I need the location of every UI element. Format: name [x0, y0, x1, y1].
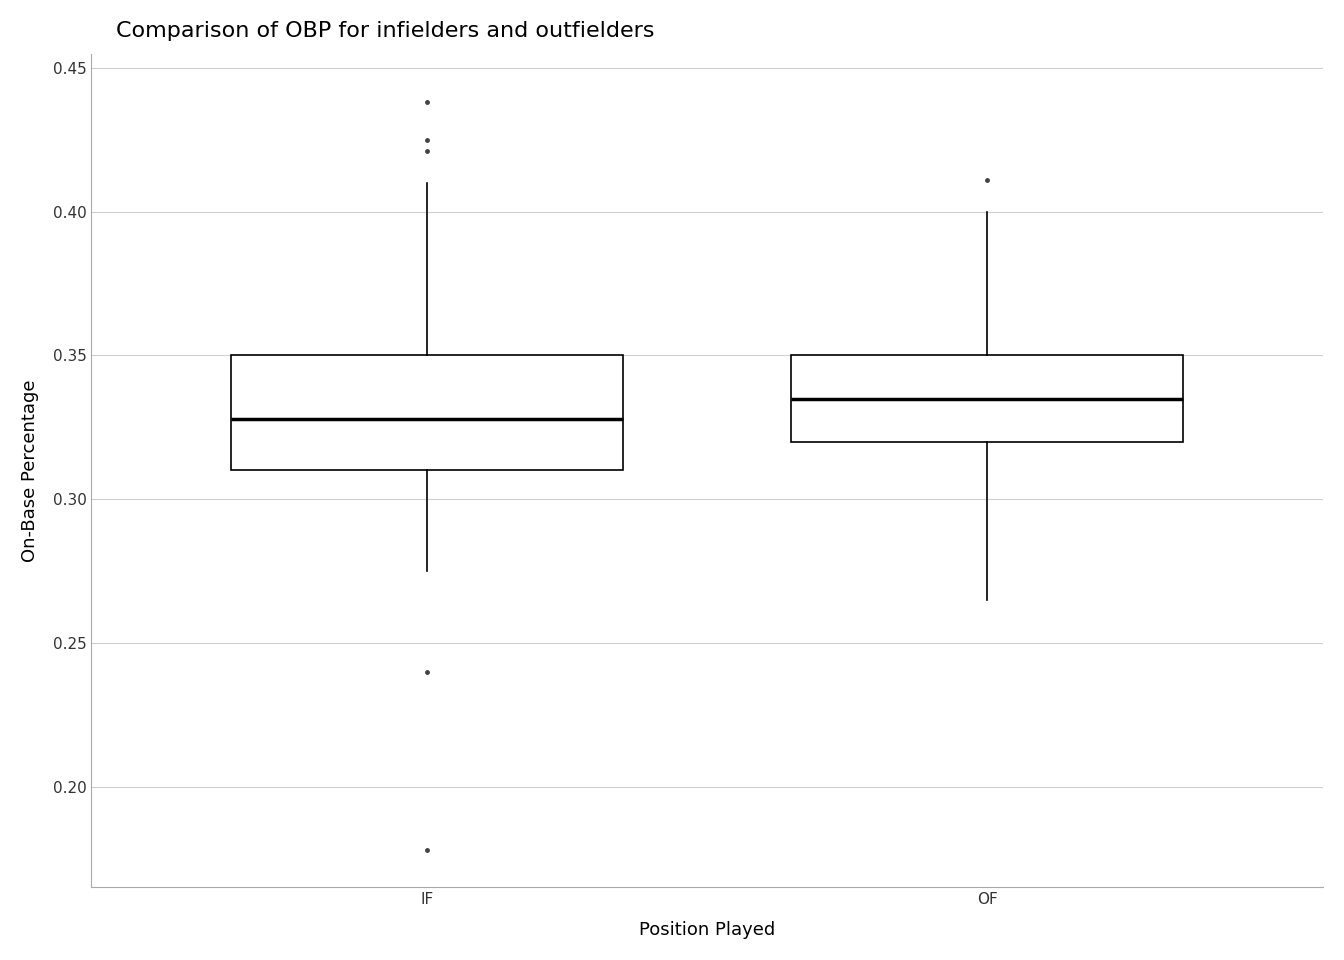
Bar: [792, 355, 1183, 442]
Y-axis label: On-Base Percentage: On-Base Percentage: [22, 379, 39, 562]
X-axis label: Position Played: Position Played: [640, 922, 775, 939]
Bar: [231, 355, 624, 470]
Text: Comparison of OBP for infielders and outfielders: Comparison of OBP for infielders and out…: [116, 21, 655, 41]
